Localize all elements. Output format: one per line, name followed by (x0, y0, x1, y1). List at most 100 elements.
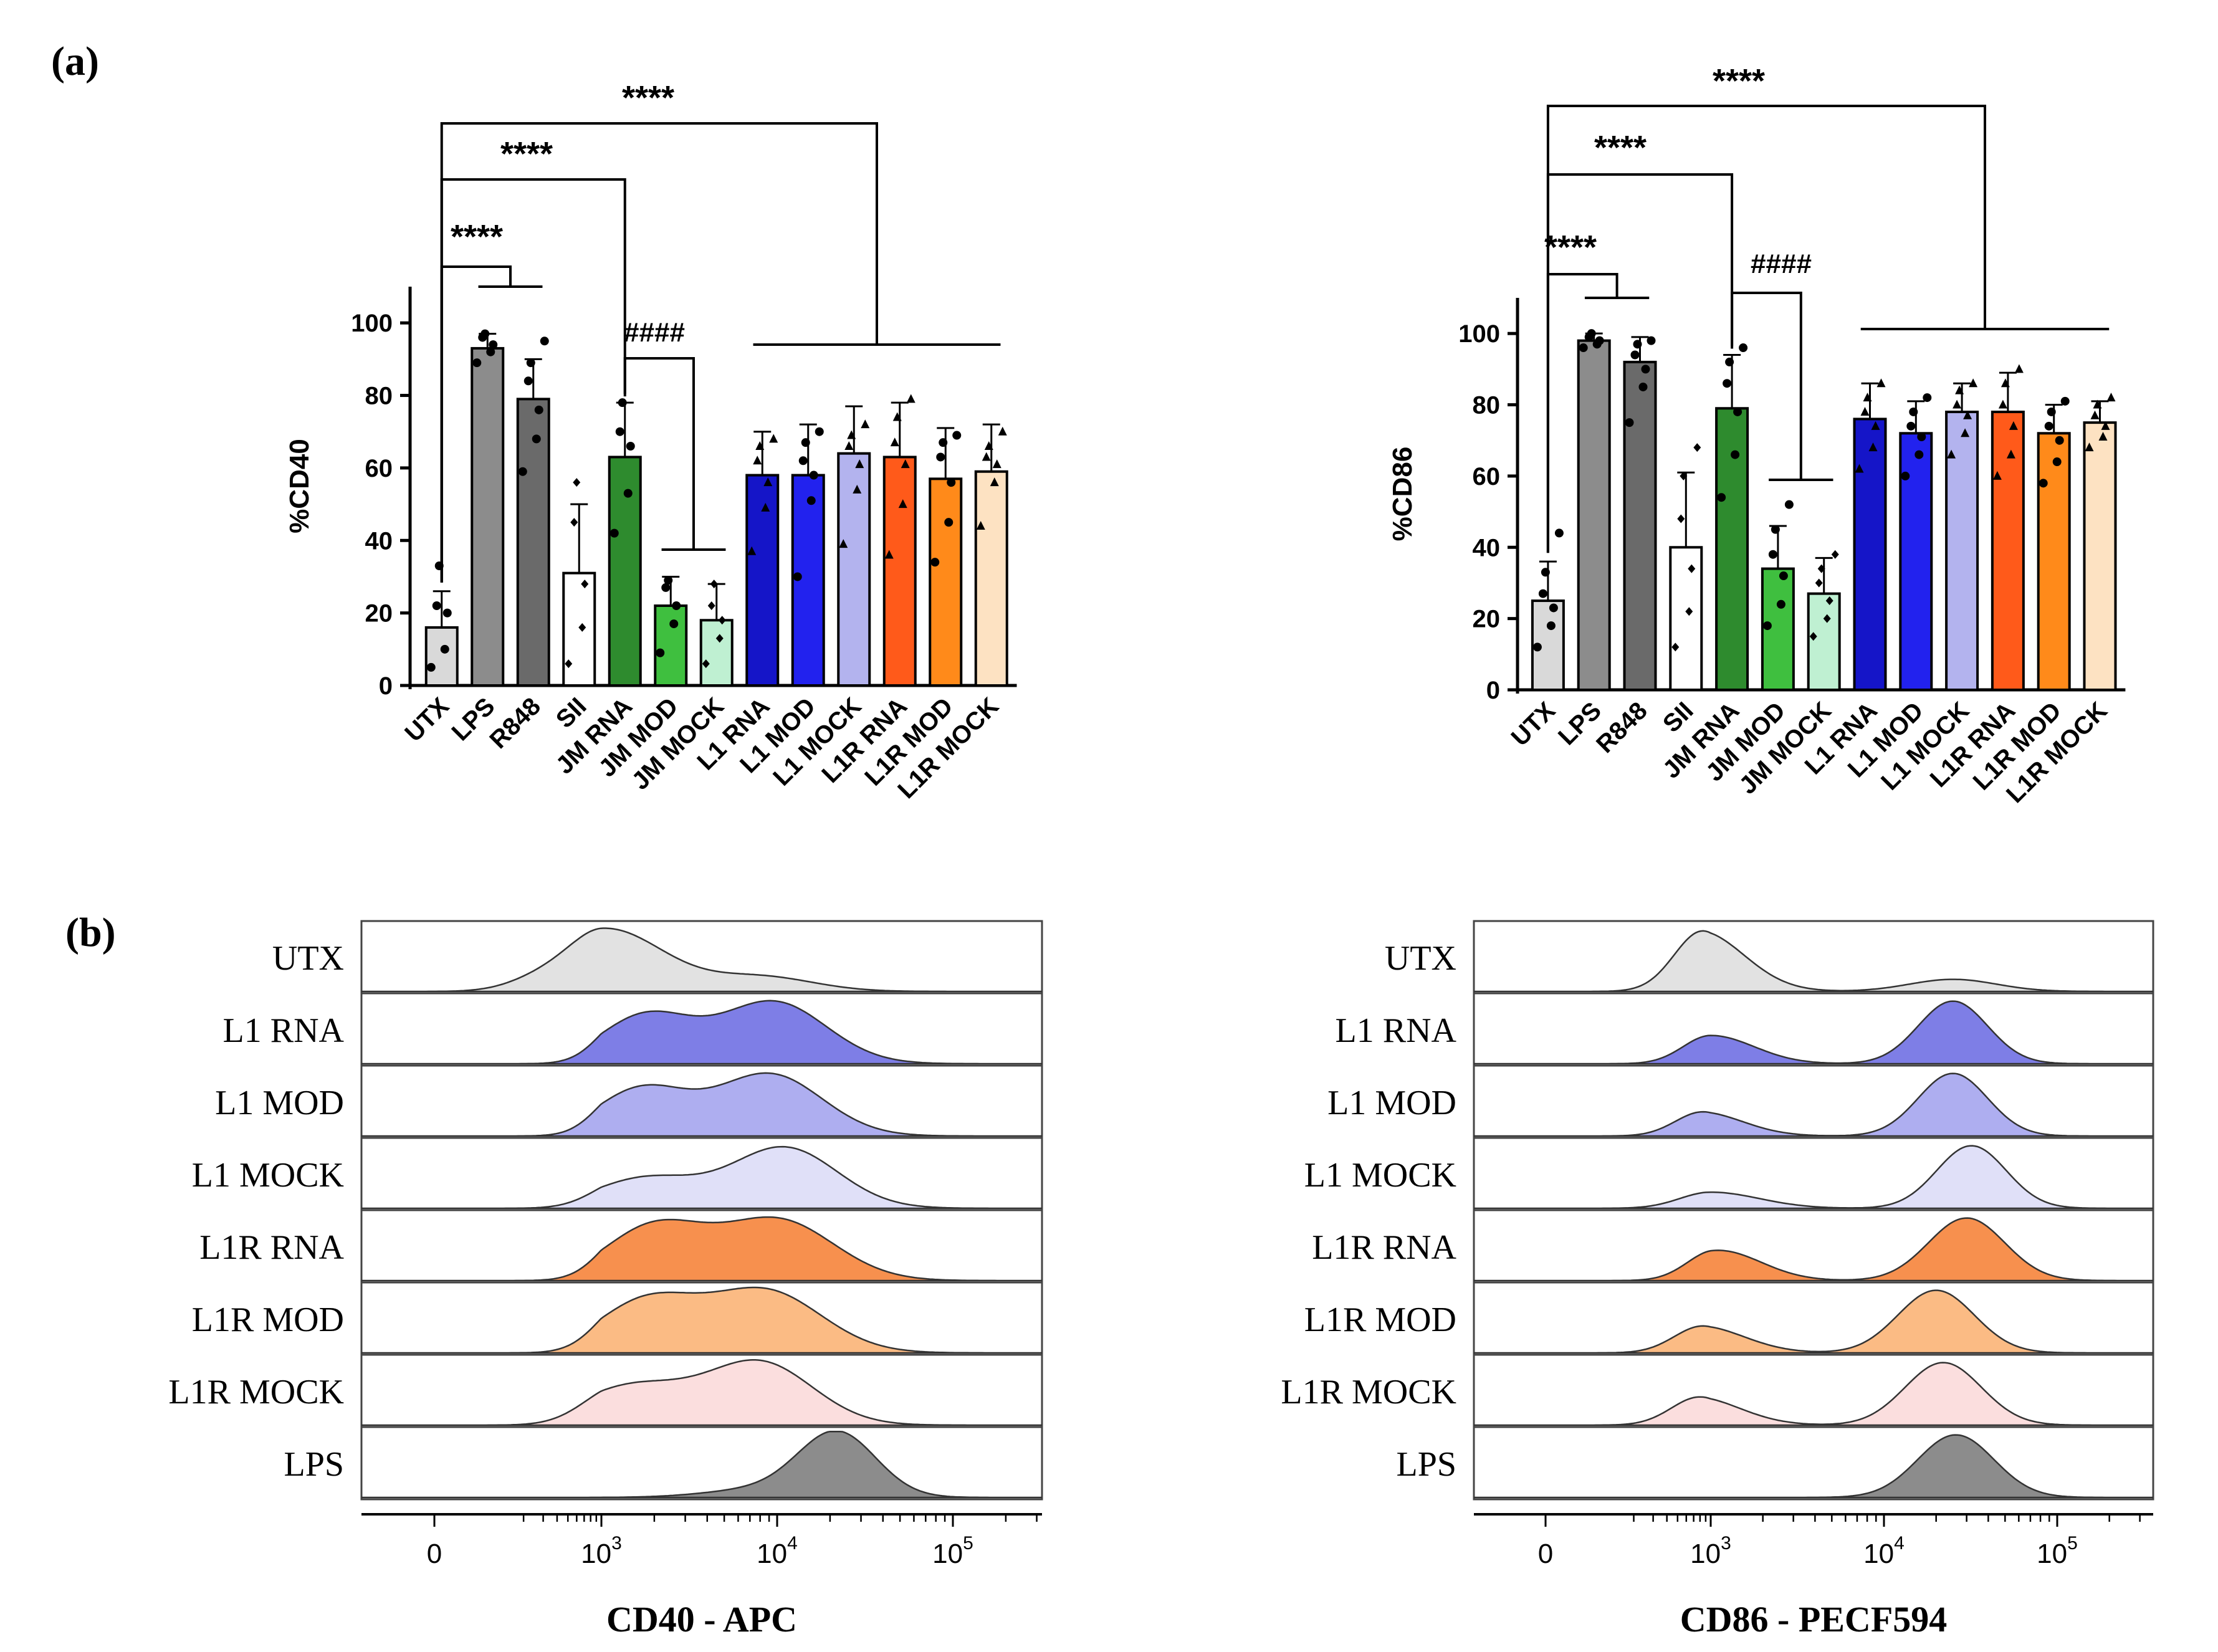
data-point (523, 376, 533, 386)
y-tick-label: 60 (1473, 463, 1501, 490)
data-point (1914, 450, 1924, 459)
y-tick-label: 40 (1473, 534, 1501, 561)
bar (424, 626, 459, 687)
histogram-curve (1474, 1072, 2153, 1137)
track-label: L1 MOCK (192, 1156, 344, 1195)
data-point (1863, 393, 1872, 402)
track-label: UTX (272, 939, 344, 978)
histogram-curve (1474, 1362, 2153, 1426)
panel-b-label: (b) (65, 910, 116, 955)
tick-exponent: 3 (611, 1533, 622, 1554)
bar (1991, 410, 2025, 691)
data-point (2039, 479, 2048, 488)
data-point (2044, 421, 2053, 431)
data-point (1733, 407, 1742, 416)
tick-base: 10 (581, 1539, 611, 1569)
tick-base: 10 (1690, 1539, 1721, 1569)
data-point (623, 489, 633, 498)
data-point (2098, 432, 2108, 441)
data-point (526, 358, 535, 368)
histogram-curve (1474, 1217, 2153, 1282)
data-point (892, 412, 902, 421)
data-point (806, 496, 816, 505)
data-point (815, 427, 824, 436)
data-point (1630, 350, 1640, 360)
significance-label: #### (1751, 249, 1812, 279)
data-point (1671, 642, 1680, 652)
data-point (982, 452, 991, 461)
data-point (426, 662, 436, 672)
bar (1807, 592, 1841, 691)
data-point (1923, 393, 1932, 403)
bar (837, 452, 871, 687)
track-label: L1R MOCK (168, 1373, 344, 1411)
data-point (1685, 607, 1693, 616)
data-point (847, 430, 856, 439)
histogram-curve (361, 1286, 1042, 1354)
bar (516, 398, 550, 687)
data-point (1647, 336, 1656, 345)
track-label: L1 RNA (223, 1011, 345, 1050)
data-point (1868, 442, 1878, 452)
data-point (1595, 336, 1604, 345)
significance-bracket (623, 357, 695, 550)
histogram-track (1473, 1137, 2154, 1211)
bar (1669, 546, 1703, 691)
data-point (2052, 457, 2062, 467)
track-label: L1 MOD (1327, 1084, 1456, 1122)
data-point (853, 484, 862, 494)
data-point (1538, 589, 1547, 598)
histogram-curve (361, 1000, 1042, 1065)
bar (974, 470, 1008, 687)
x-tick-label: 104 (757, 1533, 798, 1569)
histogram-track (1473, 1064, 2154, 1139)
track-label: L1R RNA (199, 1228, 344, 1267)
histogram-curve (361, 1359, 1042, 1426)
y-axis-label: %CD40 (284, 439, 315, 533)
data-point (1532, 642, 1542, 652)
x-tick-label: 0 (427, 1539, 442, 1569)
data-point (1992, 470, 2002, 480)
data-point (1955, 385, 1964, 394)
data-point (976, 521, 985, 530)
data-point (1871, 421, 1880, 430)
data-point (1947, 449, 1956, 459)
data-point (1823, 614, 1831, 623)
track-label: L1R MOD (1304, 1301, 1456, 1339)
x-tick-label: 104 (1863, 1533, 1905, 1569)
data-point (2006, 449, 2015, 459)
bar (562, 571, 596, 687)
data-point (609, 528, 619, 538)
data-point (1876, 378, 1886, 388)
histogram-curve (1474, 1145, 2153, 1210)
data-point (2055, 436, 2064, 445)
data-point (702, 659, 710, 669)
data-point (1641, 365, 1650, 374)
data-point (532, 434, 541, 444)
data-point (947, 478, 956, 487)
data-point (2106, 393, 2116, 402)
data-point (1541, 568, 1550, 577)
bar (1623, 360, 1657, 691)
data-point (998, 426, 1007, 436)
histogram-curve (1474, 1000, 2153, 1065)
data-point (440, 644, 449, 654)
data-point (2093, 399, 2102, 409)
track-label: LPS (1397, 1445, 1457, 1484)
significance-label: **** (622, 79, 674, 117)
data-point (798, 456, 808, 466)
data-point (1953, 399, 1962, 409)
histogram-track (1473, 1426, 2154, 1501)
data-point (1680, 471, 1688, 480)
data-point (489, 340, 498, 350)
y-tick-label: 60 (365, 455, 393, 482)
data-point (1825, 596, 1833, 606)
bar (2083, 421, 2117, 691)
y-axis-label: %CD86 (1387, 447, 1418, 542)
tick-exponent: 5 (963, 1533, 973, 1554)
data-point (480, 329, 490, 338)
data-point (898, 499, 907, 508)
data-point (1554, 528, 1564, 538)
x-tick-label: 103 (581, 1533, 622, 1569)
bar (1853, 418, 1887, 691)
